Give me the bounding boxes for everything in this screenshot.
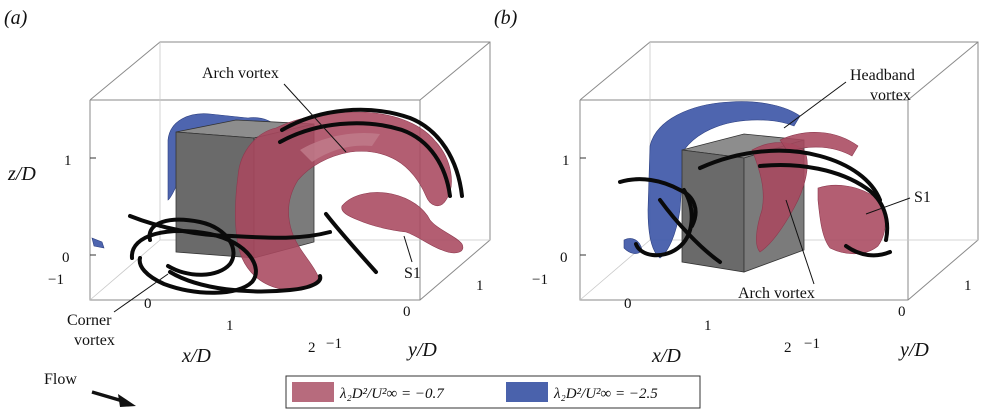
flow-label: Flow (44, 371, 77, 388)
x-tick-0: 0 (144, 296, 152, 312)
y-tick-m1: −1 (326, 336, 342, 352)
annotation-corner-vortex-a: Corner vortex (67, 312, 115, 349)
negative-isosurface-a-fragment (91, 237, 105, 249)
x-tick-2-b: 2 (784, 340, 792, 356)
legend-swatch-positive (292, 382, 334, 402)
legend: λ₂D²/U²∞ = −0.7 λ₂D²/U²∞ = −2.5 (285, 375, 701, 409)
panel-label-b: (b) (494, 7, 518, 29)
annotations-a: Arch vortex S1 Corner vortex (67, 65, 421, 349)
x-tick-1-b: 1 (704, 318, 712, 334)
annotation-arch-vortex-a: Arch vortex (202, 65, 279, 82)
x-tick-m1: −1 (48, 272, 64, 288)
x-tick-1: 1 (226, 318, 234, 334)
x-ticks-a: −1 0 1 2 x/D (48, 272, 316, 367)
x-ticks-b: −1 0 1 2 x/D (532, 272, 792, 367)
legend-swatch-negative (506, 382, 548, 402)
x-tick-0-b: 0 (624, 296, 632, 312)
x-axis-label-b: x/D (651, 345, 681, 367)
z-ticks-a: 0 1 z/D (7, 153, 96, 266)
streamlines-a (128, 107, 464, 295)
z-axis-label-a: z/D (7, 163, 36, 185)
z-ticks-b: 0 1 (560, 153, 586, 266)
panel-label-a: (a) (4, 7, 28, 29)
annotation-s1-a: S1 (404, 265, 421, 282)
z-tick-0: 0 (62, 250, 70, 266)
y-tick-0-b: 0 (898, 304, 906, 320)
y-tick-1: 1 (476, 278, 484, 294)
annotation-arch-vortex-b: Arch vortex (738, 285, 815, 302)
y-ticks-b: −1 0 1 y/D (804, 278, 972, 361)
annotation-headband-vortex-b: Headband vortex (850, 67, 915, 104)
streamlines-b (618, 148, 892, 264)
x-tick-m1-b: −1 (532, 272, 548, 288)
legend-label-positive: λ₂D²/U²∞ = −0.7 (339, 386, 445, 402)
x-tick-2: 2 (308, 340, 316, 356)
negative-isosurface-b (647, 101, 801, 259)
positive-isosurface-top-b (779, 132, 859, 157)
y-tick-1-b: 1 (964, 278, 972, 294)
z-tick-0-b: 0 (560, 250, 568, 266)
panel-a: (a) 0 1 z/D −1 0 1 2 x/D (4, 7, 491, 367)
positive-isosurface-s1-b (817, 185, 886, 255)
y-ticks-a: −1 0 1 y/D (326, 278, 484, 361)
y-tick-m1-b: −1 (804, 336, 820, 352)
annotation-s1-b: S1 (914, 189, 931, 206)
y-axis-label-b: y/D (898, 339, 929, 361)
legend-label-negative: λ₂D²/U²∞ = −2.5 (553, 386, 658, 402)
panel-b: (b) 0 1 −1 0 1 2 x/D −1 0 1 y/D (494, 7, 979, 367)
positive-isosurface-s1-a (341, 192, 464, 254)
annotations-b: Headband vortex S1 Arch vortex (738, 67, 931, 302)
z-tick-1-b: 1 (562, 153, 570, 169)
flow-indicator: Flow (44, 371, 136, 407)
isosurface-highlight-a (300, 132, 380, 162)
z-tick-1: 1 (64, 153, 72, 169)
x-axis-label-a: x/D (181, 345, 211, 367)
y-axis-label-a: y/D (406, 339, 437, 361)
y-tick-0: 0 (403, 304, 411, 320)
